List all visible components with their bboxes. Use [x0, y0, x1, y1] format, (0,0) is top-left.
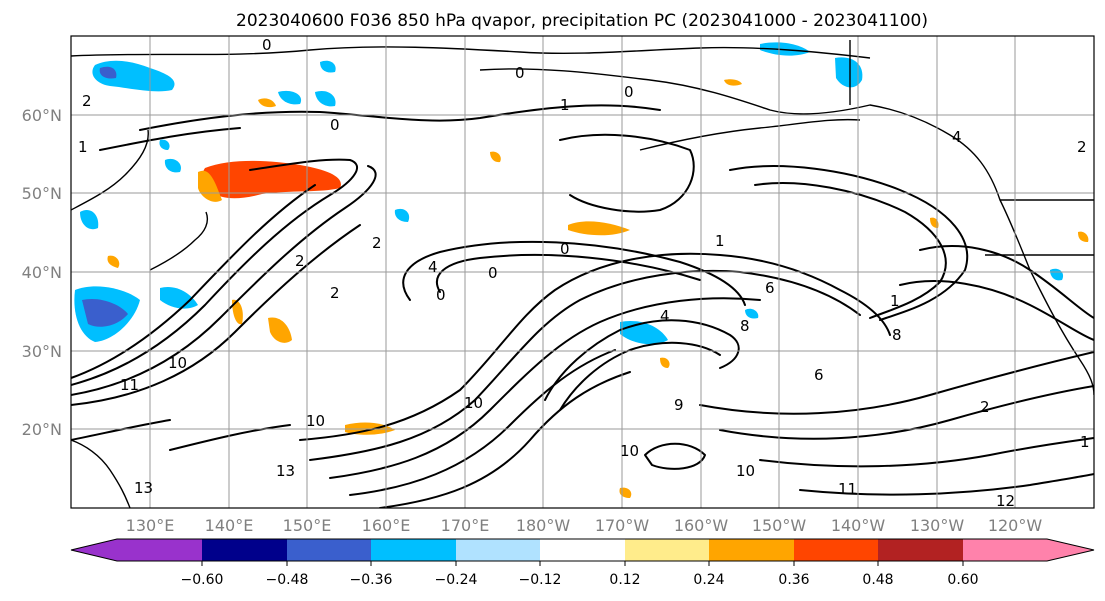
- qvapor-contours: [71, 104, 1094, 508]
- contour-label: 1: [78, 138, 88, 156]
- contour-label: 2: [330, 284, 340, 302]
- colorbar-bin: [963, 539, 1047, 561]
- lon-tick-label: 150°W: [752, 516, 807, 535]
- contour-label: 11: [838, 480, 857, 498]
- colorbar-tick-label: 0.24: [693, 572, 724, 588]
- contour-label: 0: [330, 116, 340, 134]
- colorbar-tick-label: −0.48: [266, 572, 309, 588]
- colorbar-bin: [287, 539, 371, 561]
- colorbar-bin: [878, 539, 963, 561]
- lon-tick-label: 170°E: [441, 516, 490, 535]
- map-frame: [70, 35, 1095, 509]
- contour-label: 10: [464, 394, 483, 412]
- colorbar-high-extend: [1047, 539, 1094, 561]
- contour-label: 9: [674, 396, 684, 414]
- contour-label: 1: [715, 232, 725, 250]
- lon-tick-label: 170°W: [595, 516, 650, 535]
- colorbar-tick-label: −0.12: [519, 572, 562, 588]
- colorbar-tick-label: 0.36: [778, 572, 809, 588]
- colorbar-tick-label: 0.60: [947, 572, 978, 588]
- colorbar-bin: [625, 539, 709, 561]
- lon-tick-label: 150°E: [283, 516, 332, 535]
- contour-label: 4: [952, 128, 962, 146]
- colorbar-bin: [202, 539, 287, 561]
- contour-label: 4: [660, 307, 670, 325]
- lon-tick-label: 160°E: [362, 516, 411, 535]
- colorbar-low-extend: [71, 539, 117, 561]
- lat-tick-label: 40°N: [22, 263, 62, 282]
- contour-label: 8: [740, 317, 750, 335]
- colorbar-tick-label: −0.60: [181, 572, 224, 588]
- contour-label: 2: [82, 92, 92, 110]
- contour-label: 10: [306, 412, 325, 430]
- contour-label: 0: [262, 36, 272, 54]
- lon-tick-label: 130°E: [126, 516, 175, 535]
- lon-tick-label: 130°W: [910, 516, 965, 535]
- lat-tick-label: 50°N: [22, 184, 62, 203]
- contour-label: 0: [560, 240, 570, 258]
- contour-label: 0: [515, 64, 525, 82]
- contour-label: 2: [372, 234, 382, 252]
- colorbar: −0.60 −0.48 −0.36 −0.24 −0.12 0.12 0.24 …: [70, 538, 1095, 588]
- colorbar-tick-label: 0.48: [862, 572, 893, 588]
- lat-tick-label: 30°N: [22, 342, 62, 361]
- contour-label: 10: [620, 442, 639, 460]
- lon-tick-label: 160°W: [674, 516, 729, 535]
- lat-tick-label: 60°N: [22, 106, 62, 125]
- figure-title: 2023040600 F036 850 hPa qvapor, precipit…: [236, 11, 928, 31]
- lon-tick-label: 140°E: [205, 516, 254, 535]
- map-panel: 0 0 0 0 0 0 0 1 1 1 1 1 2 2 2 2 2 2 4 4 …: [71, 36, 1094, 510]
- contour-label: 4: [428, 258, 438, 276]
- coastlines: [71, 40, 1094, 508]
- contour-labels: 0 0 0 0 0 0 0 1 1 1 1 1 2 2 2 2 2 2 4 4 …: [78, 36, 1090, 510]
- lat-tick-label: 20°N: [22, 420, 62, 439]
- colorbar-bin: [794, 539, 878, 561]
- contour-label: 2: [1077, 138, 1087, 156]
- colorbar-bin: [709, 539, 794, 561]
- colorbar-outline: [70, 538, 1095, 562]
- colorbar-bin: [456, 539, 540, 561]
- contour-label: 0: [624, 83, 634, 101]
- contour-label: 13: [134, 479, 153, 497]
- lat-tick-labels: 60°N 50°N 40°N 30°N 20°N: [22, 106, 62, 439]
- contour-label: 6: [765, 279, 775, 297]
- contour-label: 13: [276, 462, 295, 480]
- colorbar-bin: [371, 539, 456, 561]
- colorbar-ticks: [201, 561, 964, 566]
- contour-label: 12: [996, 492, 1015, 510]
- gridlines: [71, 36, 1094, 508]
- lon-tick-label: 180°W: [516, 516, 571, 535]
- contour-label: 0: [488, 264, 498, 282]
- lon-tick-label: 140°W: [831, 516, 886, 535]
- colorbar-tick-label: −0.24: [435, 572, 478, 588]
- contour-label: 10: [736, 462, 755, 480]
- colorbar-tick-label: 0.12: [609, 572, 640, 588]
- contour-label: 10: [168, 354, 187, 372]
- contour-label: 1: [890, 292, 900, 310]
- contour-label: 11: [120, 376, 139, 394]
- contour-label: 6: [814, 366, 824, 384]
- contour-label: 2: [295, 252, 305, 270]
- contour-label: 1: [1080, 433, 1090, 451]
- contour-label: 8: [892, 326, 902, 344]
- colorbar-tick-label: −0.36: [350, 572, 393, 588]
- contour-label: 0: [436, 286, 446, 304]
- contour-label: 1: [560, 96, 570, 114]
- colorbar-bin: [117, 539, 202, 561]
- lon-tick-label: 120°W: [988, 516, 1043, 535]
- contour-label: 2: [980, 398, 990, 416]
- lon-tick-labels: 130°E 140°E 150°E 160°E 170°E 180°W 170°…: [126, 516, 1043, 535]
- colorbar-bin: [540, 539, 625, 561]
